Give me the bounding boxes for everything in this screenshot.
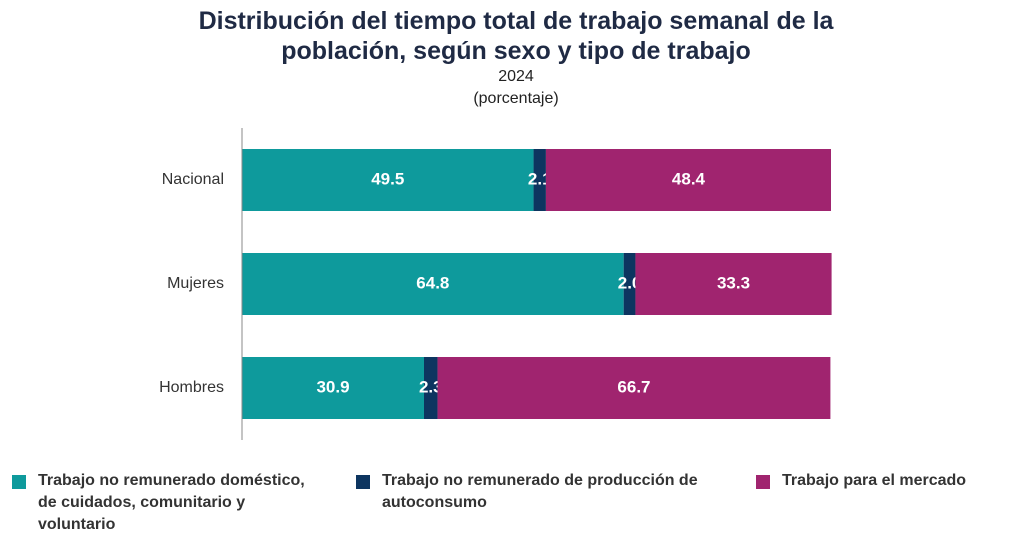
- bar-segment: [242, 253, 624, 315]
- bar-segment: [635, 253, 832, 315]
- data-label: 30.9: [316, 377, 349, 396]
- legend-label: Trabajo para el mercado: [782, 472, 967, 489]
- chart-subtitle: 2024: [498, 68, 534, 85]
- data-label: 66.7: [617, 377, 650, 396]
- data-label: 2.1: [528, 169, 552, 188]
- legend-label: Trabajo no remunerado doméstico, de cuid…: [38, 472, 305, 533]
- chart-title: Distribución del tiempo total de trabajo…: [198, 7, 834, 65]
- bar-segment: [623, 253, 636, 315]
- legend-label: Trabajo no remunerado de producción de a…: [382, 472, 698, 511]
- header: Distribución del tiempo total de trabajo…: [0, 6, 1032, 110]
- bar-segment: [424, 357, 438, 419]
- unit-label: (porcentaje): [473, 90, 559, 107]
- y-tick-label: Nacional: [162, 171, 224, 188]
- legend-swatch: [756, 475, 770, 489]
- data-label: 48.4: [672, 169, 706, 188]
- y-tick-label: Hombres: [159, 379, 224, 396]
- data-label: 2.3: [419, 377, 443, 396]
- bar-segment: [533, 149, 546, 211]
- legend-swatch: [12, 475, 26, 489]
- legend-swatch: [356, 475, 370, 489]
- data-label: 33.3: [717, 273, 750, 292]
- bar-segment: [242, 357, 425, 419]
- data-label: 49.5: [371, 169, 404, 188]
- bar-segment: [242, 149, 534, 211]
- bar-segment: [545, 149, 831, 211]
- bar-segment: [437, 357, 831, 419]
- y-tick-label: Mujeres: [167, 275, 224, 292]
- data-label: 64.8: [416, 273, 449, 292]
